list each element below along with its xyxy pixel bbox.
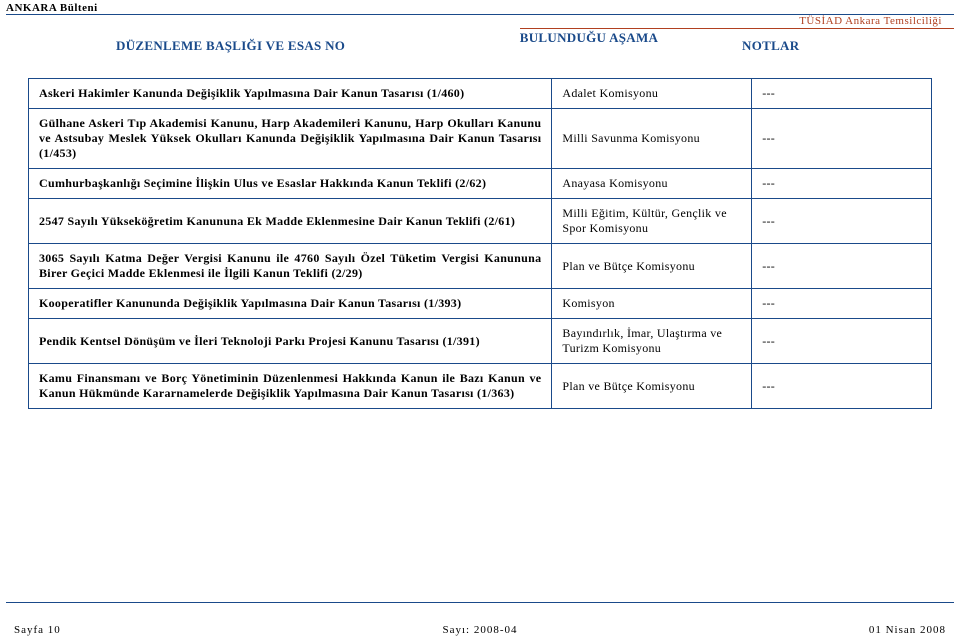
regulation-note: --- — [752, 199, 932, 244]
regulations-table: Askeri Hakimler Kanunda Değişiklik Yapıl… — [28, 78, 932, 409]
regulation-title: Cumhurbaşkanlığı Seçimine İlişkin Ulus v… — [29, 169, 552, 199]
regulation-stage: Adalet Komisyonu — [552, 79, 752, 109]
table-row: 3065 Sayılı Katma Değer Vergisi Kanunu i… — [29, 244, 932, 289]
regulation-stage: Milli Eğitim, Kültür, Gençlik ve Spor Ko… — [552, 199, 752, 244]
regulation-note: --- — [752, 244, 932, 289]
table-row: Gülhane Askeri Tıp Akademisi Kanunu, Har… — [29, 109, 932, 169]
table-row: Pendik Kentsel Dönüşüm ve İleri Teknoloj… — [29, 319, 932, 364]
regulation-title: Pendik Kentsel Dönüşüm ve İleri Teknoloj… — [29, 319, 552, 364]
col-header-notes: NOTLAR — [742, 38, 799, 54]
regulation-title: Askeri Hakimler Kanunda Değişiklik Yapıl… — [29, 79, 552, 109]
regulation-title: 3065 Sayılı Katma Değer Vergisi Kanunu i… — [29, 244, 552, 289]
header-rule-right — [520, 28, 954, 29]
regulation-stage: Bayındırlık, İmar, Ulaştırma ve Turizm K… — [552, 319, 752, 364]
col-header-stage: BULUNDUĞU AŞAMA — [514, 30, 664, 45]
table-row: Kooperatifler Kanununda Değişiklik Yapıl… — [29, 289, 932, 319]
bulletin-title: ANKARA Bülteni — [6, 2, 98, 14]
footer: Sayfa 10 Sayı: 2008-04 01 Nisan 2008 — [6, 602, 954, 620]
regulation-note: --- — [752, 169, 932, 199]
regulation-stage: Milli Savunma Komisyonu — [552, 109, 752, 169]
regulation-note: --- — [752, 319, 932, 364]
regulation-title: Gülhane Askeri Tıp Akademisi Kanunu, Har… — [29, 109, 552, 169]
table-row: Askeri Hakimler Kanunda Değişiklik Yapıl… — [29, 79, 932, 109]
column-headers: DÜZENLEME BAŞLIĞI VE ESAS NO BULUNDUĞU A… — [6, 30, 954, 64]
regulation-title: 2547 Sayılı Yükseköğretim Kanununa Ek Ma… — [29, 199, 552, 244]
table-row: Kamu Finansmanı ve Borç Yönetiminin Düze… — [29, 364, 932, 409]
regulation-note: --- — [752, 364, 932, 409]
regulation-note: --- — [752, 109, 932, 169]
regulation-note: --- — [752, 79, 932, 109]
regulation-stage: Komisyon — [552, 289, 752, 319]
regulation-title: Kooperatifler Kanununda Değişiklik Yapıl… — [29, 289, 552, 319]
table-row: Cumhurbaşkanlığı Seçimine İlişkin Ulus v… — [29, 169, 932, 199]
regulation-stage: Anayasa Komisyonu — [552, 169, 752, 199]
regulation-stage: Plan ve Bütçe Komisyonu — [552, 244, 752, 289]
table-row: 2547 Sayılı Yükseköğretim Kanununa Ek Ma… — [29, 199, 932, 244]
regulation-note: --- — [752, 289, 932, 319]
col-header-title: DÜZENLEME BAŞLIĞI VE ESAS NO — [116, 38, 345, 54]
regulation-title: Kamu Finansmanı ve Borç Yönetiminin Düze… — [29, 364, 552, 409]
regulation-stage: Plan ve Bütçe Komisyonu — [552, 364, 752, 409]
org-name: TÜSİAD Ankara Temsilciliği — [799, 15, 942, 27]
